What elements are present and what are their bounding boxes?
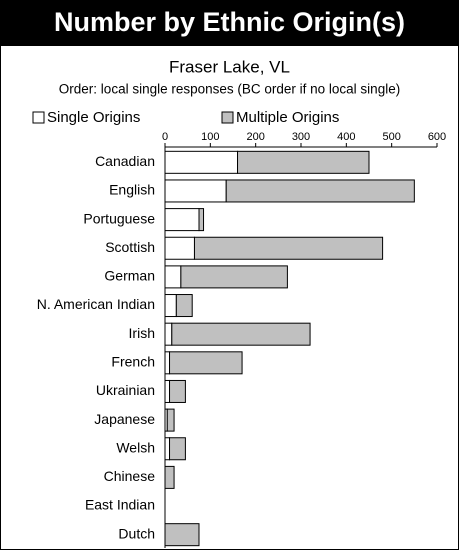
y-tick-label: Irish	[129, 325, 155, 341]
y-tick-label: Canadian	[95, 153, 155, 169]
bar	[237, 150, 370, 174]
y-tick-label: French	[111, 354, 155, 370]
x-tick-label: 300	[292, 131, 310, 143]
x-tick-label: 100	[201, 131, 219, 143]
chart-note: Order: local single responses (BC order …	[59, 82, 400, 97]
x-tick-label: 400	[337, 131, 355, 143]
bar	[171, 322, 311, 346]
y-tick-label: Scottish	[105, 239, 155, 255]
legend-label: Multiple Origins	[236, 109, 339, 126]
chart-subtitle: Fraser Lake, VL	[169, 57, 290, 76]
bar	[164, 294, 177, 318]
y-tick-label: Chinese	[104, 468, 156, 484]
y-tick-label: Welsh	[116, 439, 155, 455]
y-tick-label: N. American Indian	[37, 296, 155, 312]
y-tick-label: Ukrainian	[96, 382, 155, 398]
legend-swatch	[221, 111, 234, 124]
bar	[225, 179, 415, 203]
y-tick-label: Dutch	[118, 525, 155, 541]
bar	[169, 379, 186, 403]
y-tick-label: East Indian	[85, 497, 155, 513]
chart-title: Number by Ethnic Origin(s)	[54, 7, 405, 37]
bar	[166, 408, 175, 432]
x-tick-label: 500	[382, 131, 400, 143]
bar	[164, 351, 171, 375]
bar	[193, 236, 384, 260]
y-tick-label: German	[104, 268, 155, 284]
bar	[164, 379, 171, 403]
bar	[164, 179, 227, 203]
x-tick-label: 0	[162, 131, 168, 143]
y-tick-label: English	[109, 182, 155, 198]
legend-label: Single Origins	[47, 109, 140, 126]
bar	[164, 208, 200, 232]
bar	[164, 236, 195, 260]
bar	[180, 265, 288, 289]
bar	[169, 351, 243, 375]
bar	[164, 523, 200, 547]
bar	[164, 437, 171, 461]
bar	[164, 465, 175, 489]
legend-swatch	[32, 111, 45, 124]
y-tick-label: Japanese	[94, 411, 155, 427]
x-tick-label: 200	[246, 131, 264, 143]
x-tick-label: 600	[428, 131, 446, 143]
bar	[169, 437, 186, 461]
title-bar	[0, 0, 459, 46]
bar	[164, 265, 182, 289]
y-tick-label: Portuguese	[83, 210, 155, 226]
bar	[175, 294, 193, 318]
bar	[164, 322, 173, 346]
bar	[198, 208, 205, 232]
bar	[164, 150, 239, 174]
